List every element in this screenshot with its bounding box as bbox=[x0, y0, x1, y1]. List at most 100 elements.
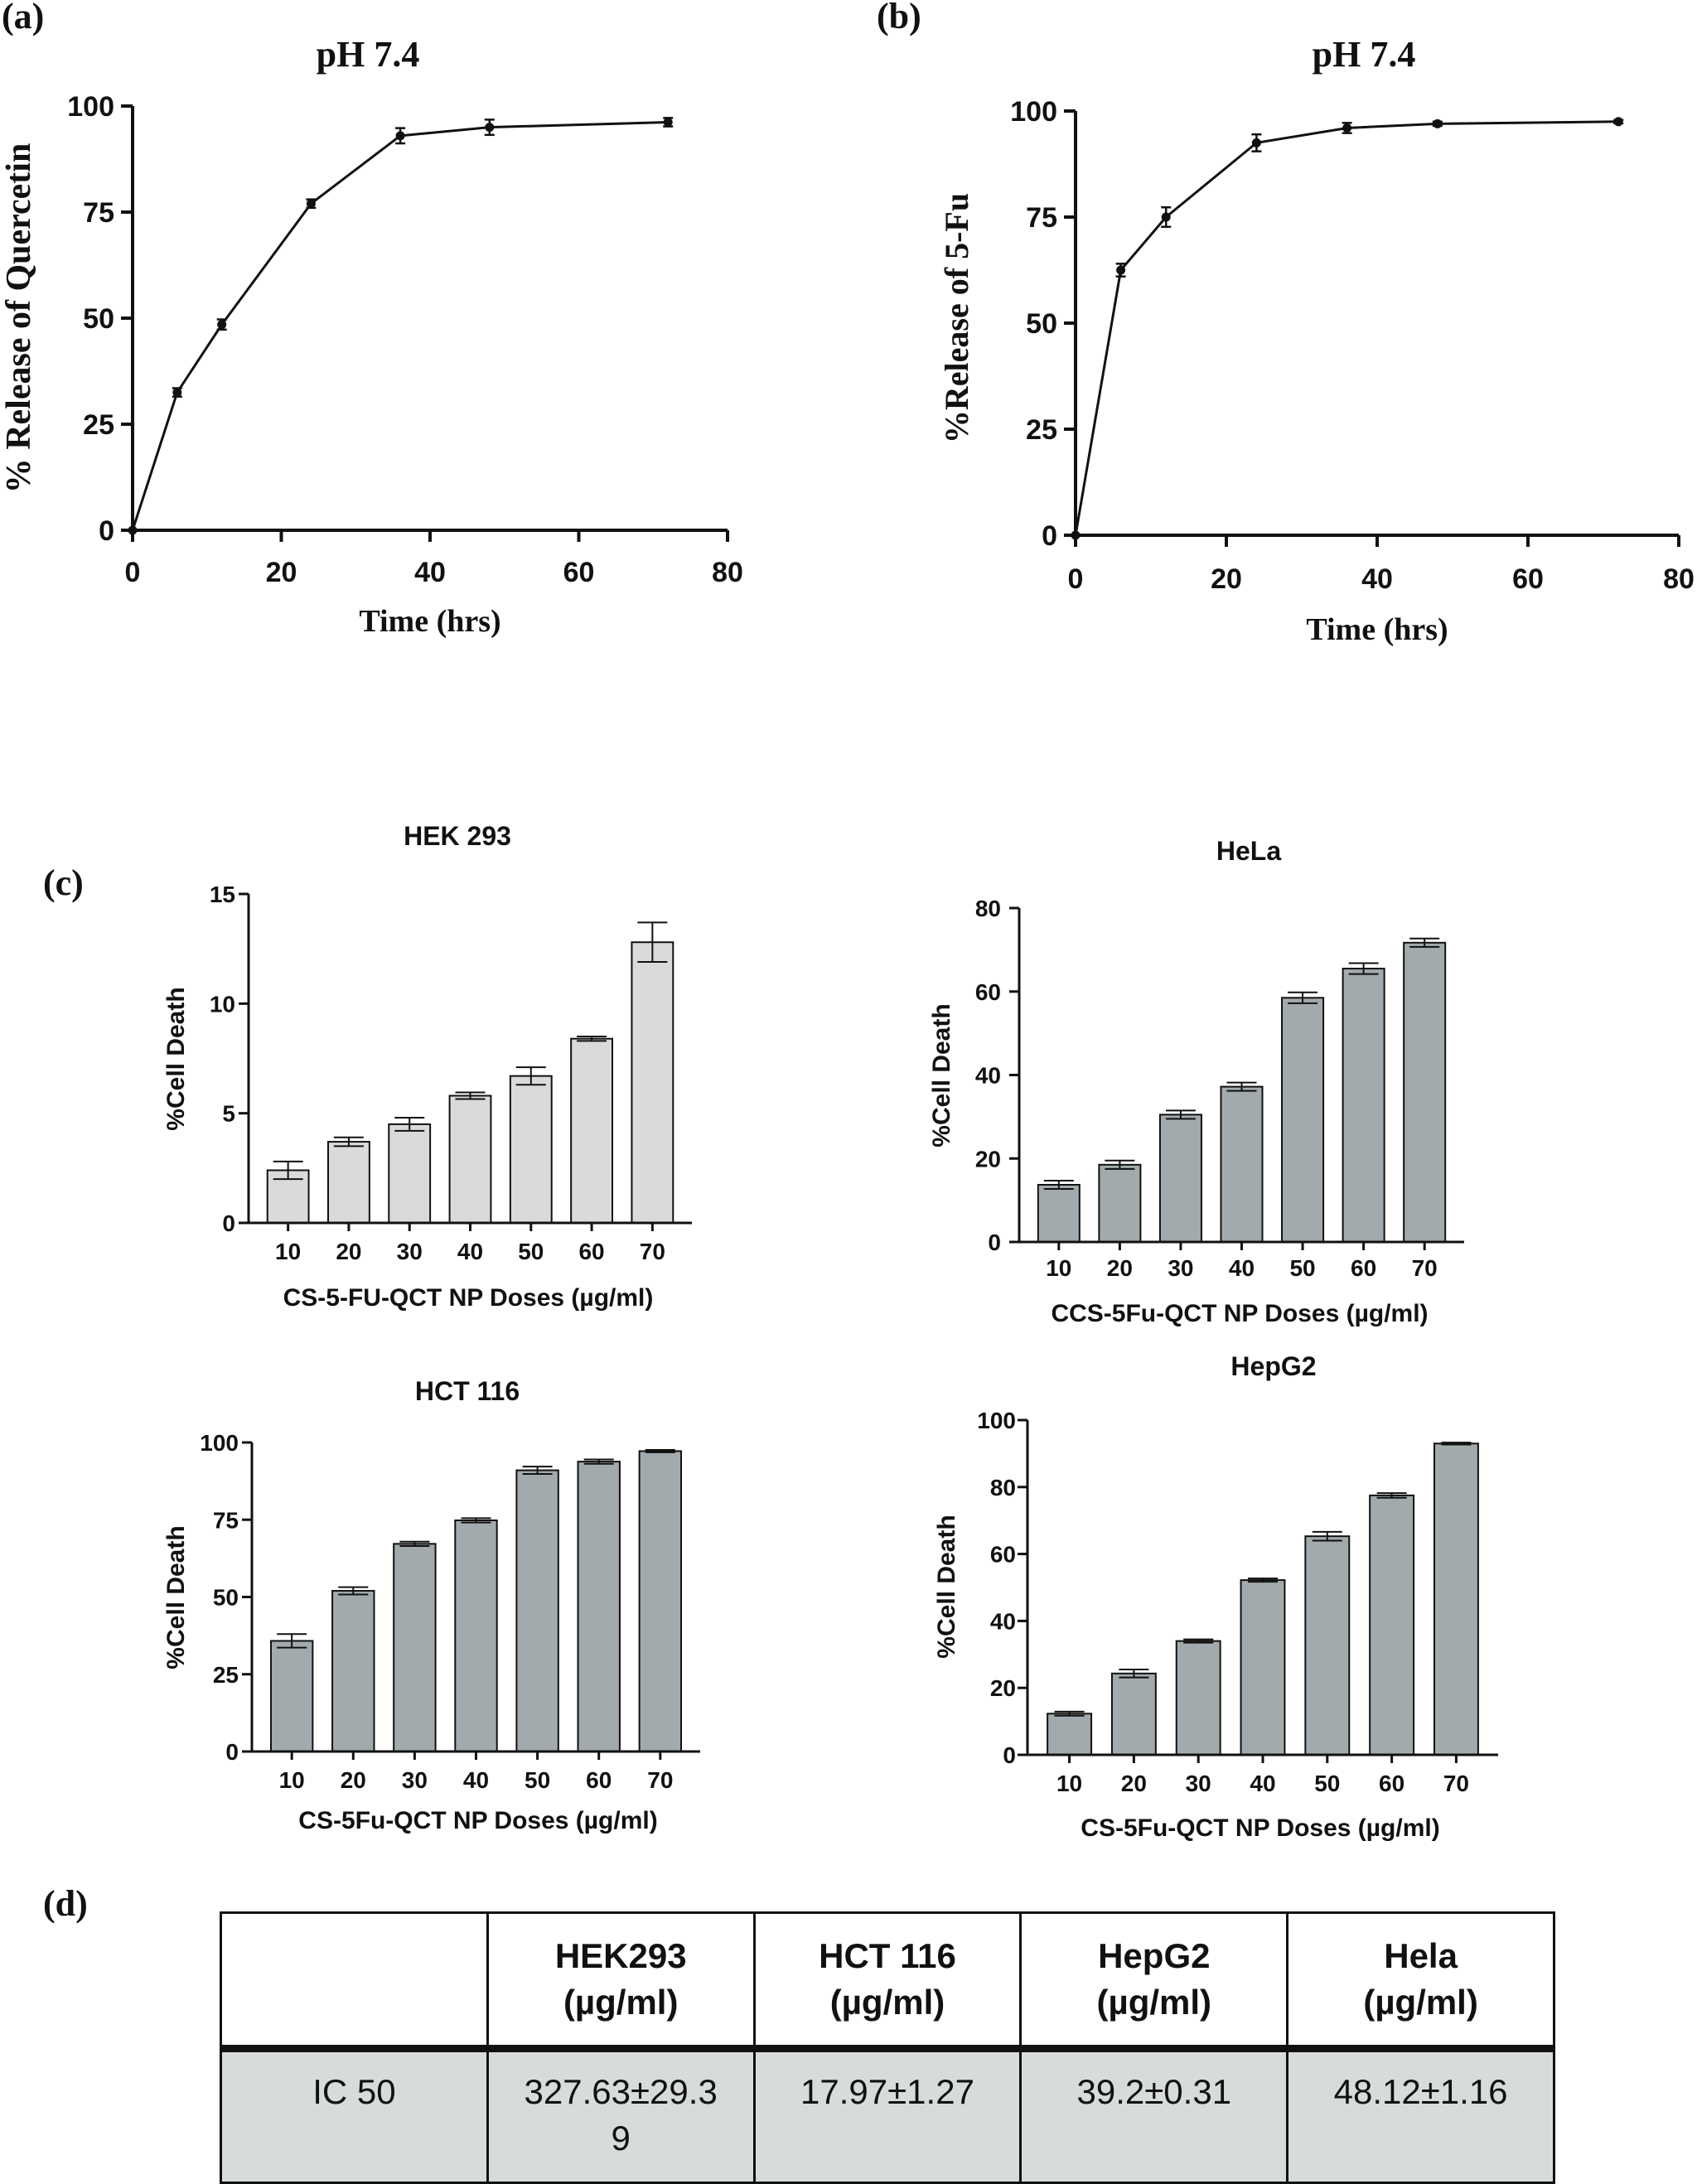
chart-title: pH 7.4 bbox=[317, 34, 420, 75]
table-header-blank bbox=[220, 1911, 489, 2052]
x-tick-label: 10 bbox=[1056, 1771, 1082, 1796]
y-tick-label: 20 bbox=[975, 1146, 1001, 1172]
x-tick-label: 40 bbox=[1250, 1771, 1275, 1796]
chart-title: HepG2 bbox=[1230, 1351, 1316, 1381]
chart-title: pH 7.4 bbox=[1313, 34, 1416, 75]
x-tick-label: 40 bbox=[414, 557, 446, 588]
table-cell-hela: 48.12±1.16 bbox=[1286, 2047, 1555, 2184]
chart-title: HeLa bbox=[1216, 836, 1281, 866]
y-tick-label: 0 bbox=[225, 1739, 239, 1765]
data-point bbox=[1613, 117, 1623, 127]
y-tick-label: 5 bbox=[222, 1101, 235, 1127]
x-tick-label: 10 bbox=[279, 1767, 305, 1793]
bar bbox=[454, 1519, 498, 1752]
y-tick-label: 75 bbox=[213, 1507, 239, 1533]
x-axis-label: CCS-5Fu-QCT NP Doses (µg/ml) bbox=[1051, 1300, 1428, 1327]
header-unit: (µg/ml) bbox=[563, 1983, 679, 2022]
x-tick-label: 60 bbox=[578, 1239, 604, 1264]
x-tick-label: 70 bbox=[1412, 1255, 1438, 1281]
y-tick-label: 25 bbox=[1026, 414, 1057, 446]
y-tick-label: 25 bbox=[83, 409, 114, 441]
x-tick-label: 40 bbox=[1361, 563, 1393, 595]
table-header-hela: Hela (µg/ml) bbox=[1286, 1911, 1555, 2052]
table-cell-hct116: 17.97±1.27 bbox=[752, 2047, 1023, 2184]
y-tick-label: 100 bbox=[1010, 96, 1057, 128]
panel-label-a: (a) bbox=[2, 0, 44, 36]
bar bbox=[1369, 1494, 1415, 1756]
chart-hek293-cell-death: 10 20 30 40 50 60 70 0 5 10 15 HEK 293 CS-5-FU-QCT N… bbox=[162, 821, 692, 1312]
x-tick-label: 30 bbox=[1168, 1255, 1193, 1281]
bar bbox=[1433, 1442, 1479, 1756]
data-point bbox=[663, 117, 673, 127]
table-cell-hepg2: 39.2±0.31 bbox=[1019, 2047, 1289, 2184]
x-tick-label: 80 bbox=[1663, 563, 1695, 595]
bar bbox=[1110, 1672, 1157, 1756]
x-axis-label: Time (hrs) bbox=[1306, 612, 1448, 647]
y-tick-label: 0 bbox=[1003, 1742, 1016, 1768]
panel-label-b: (b) bbox=[877, 0, 921, 36]
x-tick-label: 20 bbox=[341, 1767, 366, 1793]
y-axis-label: %Release of 5-Fu bbox=[938, 193, 975, 443]
bar bbox=[1037, 1183, 1081, 1243]
x-tick-label: 40 bbox=[463, 1767, 489, 1793]
table-cell-hek293: 327.63±29.39 bbox=[486, 2047, 756, 2184]
data-point bbox=[1161, 212, 1171, 222]
x-tick-label: 20 bbox=[336, 1239, 361, 1264]
x-tick-label: 60 bbox=[1351, 1255, 1376, 1281]
y-tick-label: 100 bbox=[977, 1408, 1016, 1433]
table-header-hct116: HCT 116 (µg/ml) bbox=[752, 1911, 1023, 2052]
y-tick-label: 80 bbox=[990, 1475, 1016, 1500]
bar bbox=[1281, 997, 1325, 1244]
chart-title: HEK 293 bbox=[404, 821, 511, 851]
y-tick-label: 75 bbox=[83, 197, 114, 229]
x-tick-label: 30 bbox=[397, 1239, 423, 1264]
bar bbox=[388, 1123, 432, 1225]
table-row-ic50: IC 50 327.63±29.39 17.97±1.27 39.2±0.31 … bbox=[220, 2047, 1555, 2184]
y-axis-label: %Cell Death bbox=[928, 1003, 955, 1147]
y-tick-label: 50 bbox=[83, 303, 114, 335]
bar bbox=[1220, 1085, 1264, 1243]
y-tick-label: 50 bbox=[213, 1585, 239, 1611]
series-line bbox=[1074, 120, 1619, 536]
x-tick-label: 50 bbox=[1314, 1771, 1340, 1796]
bar bbox=[570, 1037, 613, 1225]
y-tick-label: 60 bbox=[975, 979, 1001, 1005]
y-tick-label: 10 bbox=[210, 991, 235, 1017]
data-point bbox=[172, 388, 182, 398]
y-axis-label: % Release of Quercetin bbox=[0, 143, 38, 494]
y-tick-label: 20 bbox=[990, 1675, 1016, 1701]
x-tick-label: 40 bbox=[457, 1239, 483, 1264]
cell-value: 327.63±29.39 bbox=[524, 2072, 718, 2157]
y-tick-label: 0 bbox=[222, 1210, 235, 1236]
x-tick-label: 60 bbox=[1512, 563, 1544, 595]
y-tick-label: 100 bbox=[67, 91, 114, 123]
bar bbox=[509, 1075, 553, 1224]
x-tick-label: 50 bbox=[1289, 1255, 1315, 1281]
data-point bbox=[1433, 118, 1443, 128]
x-axis-label: CS-5Fu-QCT NP Doses (µg/ml) bbox=[298, 1807, 657, 1834]
x-tick-label: 60 bbox=[586, 1767, 612, 1793]
x-tick-label: 70 bbox=[647, 1767, 673, 1793]
x-axis-label: CS-5Fu-QCT NP Doses (µg/ml) bbox=[1081, 1814, 1439, 1842]
y-tick-label: 0 bbox=[988, 1230, 1001, 1255]
bar bbox=[1158, 1114, 1202, 1243]
bar bbox=[577, 1461, 621, 1752]
header-unit: (µg/ml) bbox=[829, 1983, 945, 2022]
chart-hepg2-cell-death: 10 20 30 40 50 60 70 0 20 40 60 80 100 HepG2 CS-5Fu-QC… bbox=[933, 1351, 1498, 1842]
y-tick-label: 40 bbox=[975, 1063, 1001, 1089]
x-tick-label: 0 bbox=[1068, 563, 1084, 595]
header-unit: (µg/ml) bbox=[1363, 1983, 1478, 2022]
bar bbox=[631, 941, 674, 1225]
bar bbox=[1240, 1579, 1286, 1756]
y-tick-label: 25 bbox=[213, 1662, 239, 1688]
header-name: HepG2 bbox=[1098, 1936, 1211, 1975]
bar bbox=[331, 1590, 375, 1753]
bar bbox=[638, 1450, 683, 1752]
y-tick-label: 0 bbox=[99, 515, 114, 547]
panel-label-d: (d) bbox=[43, 1883, 88, 1924]
chart-hct116-cell-death: 10 20 30 40 50 60 70 0 25 50 75 100 HCT 116 CS-5Fu-QC… bbox=[162, 1376, 700, 1834]
panel-label-c: (c) bbox=[43, 862, 84, 903]
data-point bbox=[485, 123, 495, 133]
header-name: Hela bbox=[1384, 1936, 1458, 1975]
bar bbox=[1342, 968, 1385, 1243]
